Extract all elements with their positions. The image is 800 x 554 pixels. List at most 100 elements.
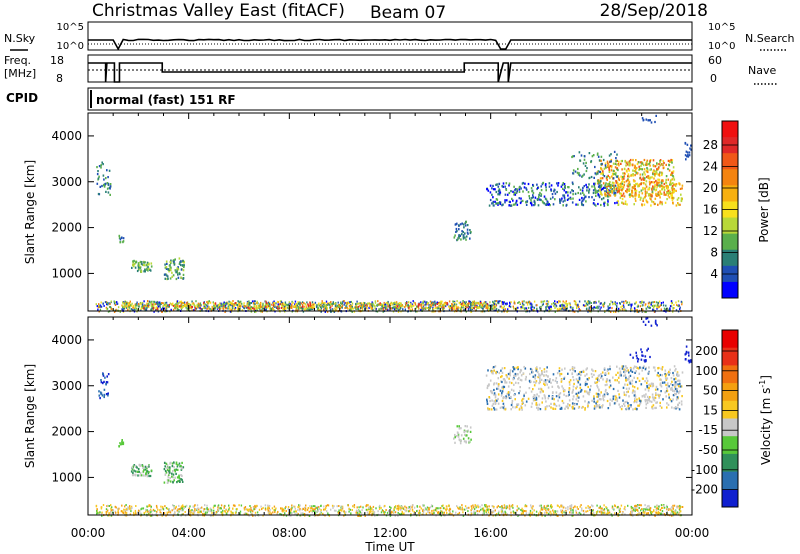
scatter-point: [360, 514, 362, 517]
scatter-point: [345, 304, 347, 307]
scatter-point: [463, 303, 465, 306]
scatter-point: [153, 303, 155, 305]
scatter-point: [540, 306, 542, 309]
scatter-point: [151, 306, 154, 309]
scatter-point: [436, 507, 438, 510]
scatter-point: [499, 305, 501, 308]
scatter-point: [492, 305, 495, 308]
scatter-point: [232, 303, 235, 306]
scatter-point: [528, 512, 530, 515]
scatter-point: [598, 196, 601, 199]
scatter-point: [291, 307, 293, 309]
scatter-point: [369, 302, 371, 305]
scatter-point: [282, 308, 284, 311]
scatter-point: [520, 307, 522, 310]
scatter-point: [558, 307, 560, 310]
scatter-point: [468, 506, 470, 509]
scatter-point: [304, 507, 307, 510]
scatter-point: [162, 508, 165, 511]
scatter-point: [579, 188, 582, 191]
scatter-point: [422, 300, 424, 303]
scatter-point: [584, 305, 586, 307]
scatter-point: [604, 183, 607, 187]
scatter-point: [595, 172, 598, 175]
scatter-point: [613, 181, 615, 185]
scatter-point: [131, 302, 133, 305]
scatter-point: [313, 304, 315, 307]
scatter-point: [530, 504, 532, 507]
scatter-point: [522, 190, 524, 193]
scatter-point: [529, 201, 532, 204]
scatter-point: [118, 445, 120, 448]
scatter-point: [249, 505, 251, 507]
scatter-point: [611, 505, 614, 508]
scatter-point: [650, 204, 652, 207]
scatter-point: [552, 509, 554, 512]
scatter-point: [427, 302, 430, 305]
scatter-point: [169, 260, 172, 264]
scatter-point: [281, 509, 284, 512]
scatter-point: [171, 304, 173, 306]
scatter-point: [369, 509, 372, 512]
scatter-point: [483, 305, 485, 308]
scatter-point: [160, 511, 162, 514]
scatter-point: [153, 305, 155, 308]
scatter-point: [129, 508, 131, 511]
scatter-point: [332, 308, 334, 311]
scatter-point: [675, 301, 677, 304]
scatter-point: [441, 510, 443, 513]
scatter-point: [492, 188, 495, 191]
scatter-point: [324, 310, 326, 313]
scatter-point: [162, 306, 164, 309]
scatter-point: [366, 511, 369, 514]
scatter-point: [677, 202, 679, 205]
scatter-point: [422, 304, 424, 307]
scatter-point: [309, 505, 311, 508]
scatter-point: [338, 505, 340, 507]
scatter-point: [633, 307, 636, 310]
scatter-point: [644, 193, 647, 196]
scatter-point: [125, 504, 127, 506]
scatter-point: [95, 303, 97, 306]
scatter-point: [276, 305, 278, 308]
scatter-point: [229, 304, 231, 306]
scatter-point: [588, 152, 591, 155]
scatter-point: [591, 155, 594, 158]
scatter-point: [169, 511, 172, 514]
scatter-point: [678, 182, 681, 185]
scatter-point: [325, 304, 327, 307]
scatter-point: [522, 306, 524, 309]
scatter-point: [658, 181, 661, 184]
scatter-point: [615, 187, 618, 191]
scatter-point: [253, 305, 256, 308]
scatter-point: [672, 202, 674, 205]
scatter-point: [621, 197, 624, 201]
scatter-point: [140, 303, 142, 306]
scatter-point: [501, 204, 503, 207]
scatter-point: [241, 309, 244, 312]
scatter-point: [508, 182, 511, 185]
scatter-point: [512, 190, 514, 193]
scatter-point: [660, 179, 663, 182]
scatter-point: [571, 181, 574, 184]
scatter-point: [456, 222, 458, 225]
scatter-point: [249, 308, 251, 310]
scatter-point: [669, 305, 672, 308]
scatter-point: [117, 511, 120, 514]
scatter-point: [150, 262, 153, 265]
scatter-point: [198, 508, 200, 511]
scatter-point: [212, 506, 215, 509]
scatter-point: [455, 230, 457, 233]
scatter-point: [502, 511, 504, 514]
scatter-point: [478, 306, 480, 309]
scatter-point: [216, 305, 218, 308]
scatter-point: [462, 234, 465, 237]
scatter-point: [634, 170, 637, 173]
scatter-point: [223, 304, 225, 307]
scatter-point: [583, 513, 585, 516]
scatter-point: [571, 201, 574, 204]
scatter-point: [101, 511, 103, 514]
scatter-point: [638, 184, 640, 188]
scatter-point: [489, 513, 491, 516]
scatter-point: [142, 263, 145, 267]
